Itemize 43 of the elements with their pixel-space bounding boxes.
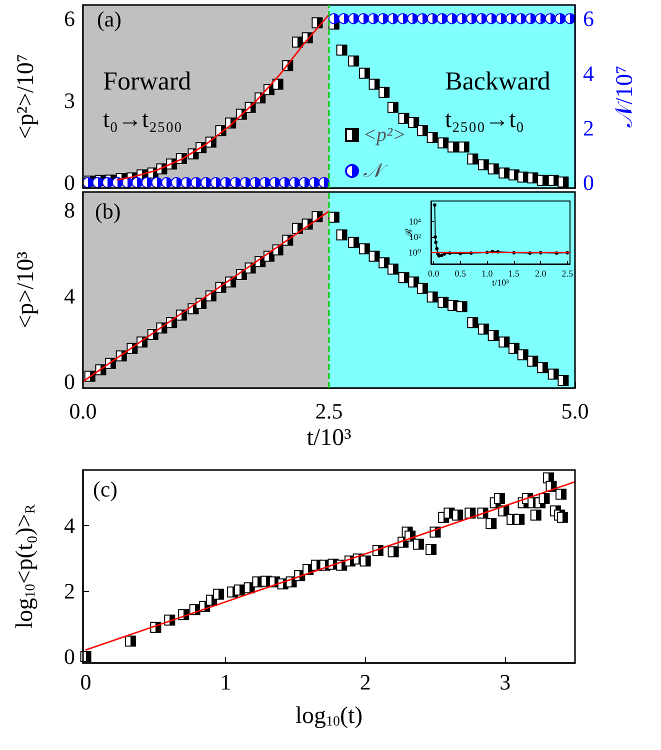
- y2-tick-label: 2: [583, 115, 594, 140]
- x-tick-label: 2.0: [534, 268, 547, 278]
- y-tick-label: 4: [64, 283, 75, 308]
- x-tick-label: 3: [500, 670, 511, 694]
- annotation: t₂₅₀₀→t₀: [445, 107, 524, 133]
- y-axis-title: log10<p(t₀)>R: [12, 504, 38, 629]
- y2-axis-title: 𝒩/10⁷: [612, 65, 638, 128]
- x-tick-label: 2: [360, 670, 371, 694]
- y-tick-label: 10⁴: [408, 216, 421, 227]
- legend-label: <p²>: [363, 124, 406, 146]
- annotation: t₀→t₂₅₀₀: [103, 107, 182, 133]
- x-tick-label: 0.0: [69, 398, 97, 424]
- x-tick-label: 1: [220, 670, 232, 694]
- y-tick-label: 4: [64, 513, 75, 538]
- y-axis-title: <p>/10³: [13, 252, 39, 328]
- x-axis-title: t/10³: [306, 425, 352, 451]
- x-tick-label: 0.0: [428, 268, 440, 278]
- annotation: Forward: [103, 66, 192, 96]
- y-tick-label: 6: [64, 6, 75, 32]
- x-tick-label: 1.5: [508, 268, 520, 278]
- x-tick-label: 2.5: [562, 268, 574, 278]
- y2-tick-label: 0: [583, 170, 594, 196]
- x-axis-title: t/10³: [492, 278, 510, 288]
- x-tick-label: 1.0: [482, 268, 494, 278]
- y2-tick-label: 4: [583, 60, 594, 86]
- y-tick-label: 0: [64, 644, 75, 669]
- x-tick-label: 5.0: [561, 398, 589, 424]
- x-tick-label: 0.5: [454, 268, 467, 278]
- y-tick-label: 8: [64, 198, 75, 223]
- y-tick-label: 3: [64, 88, 75, 114]
- x-tick-label: 2.5: [315, 398, 343, 424]
- annotation: (b): [95, 198, 121, 224]
- y-axis-title: <p²>/10⁷: [13, 54, 39, 140]
- y-tick-label: 0: [64, 369, 75, 394]
- y2-tick-label: 6: [583, 6, 594, 32]
- y-tick-label: 10⁰: [408, 247, 422, 258]
- y-tick-label: 0: [64, 170, 75, 196]
- annotation: Backward: [445, 66, 550, 96]
- annotation: (c): [93, 476, 118, 502]
- legend-label: 𝒩: [363, 160, 388, 182]
- y-tick-label: 2: [64, 578, 75, 604]
- x-tick-label: 0: [80, 670, 92, 694]
- annotation: (a): [97, 6, 122, 32]
